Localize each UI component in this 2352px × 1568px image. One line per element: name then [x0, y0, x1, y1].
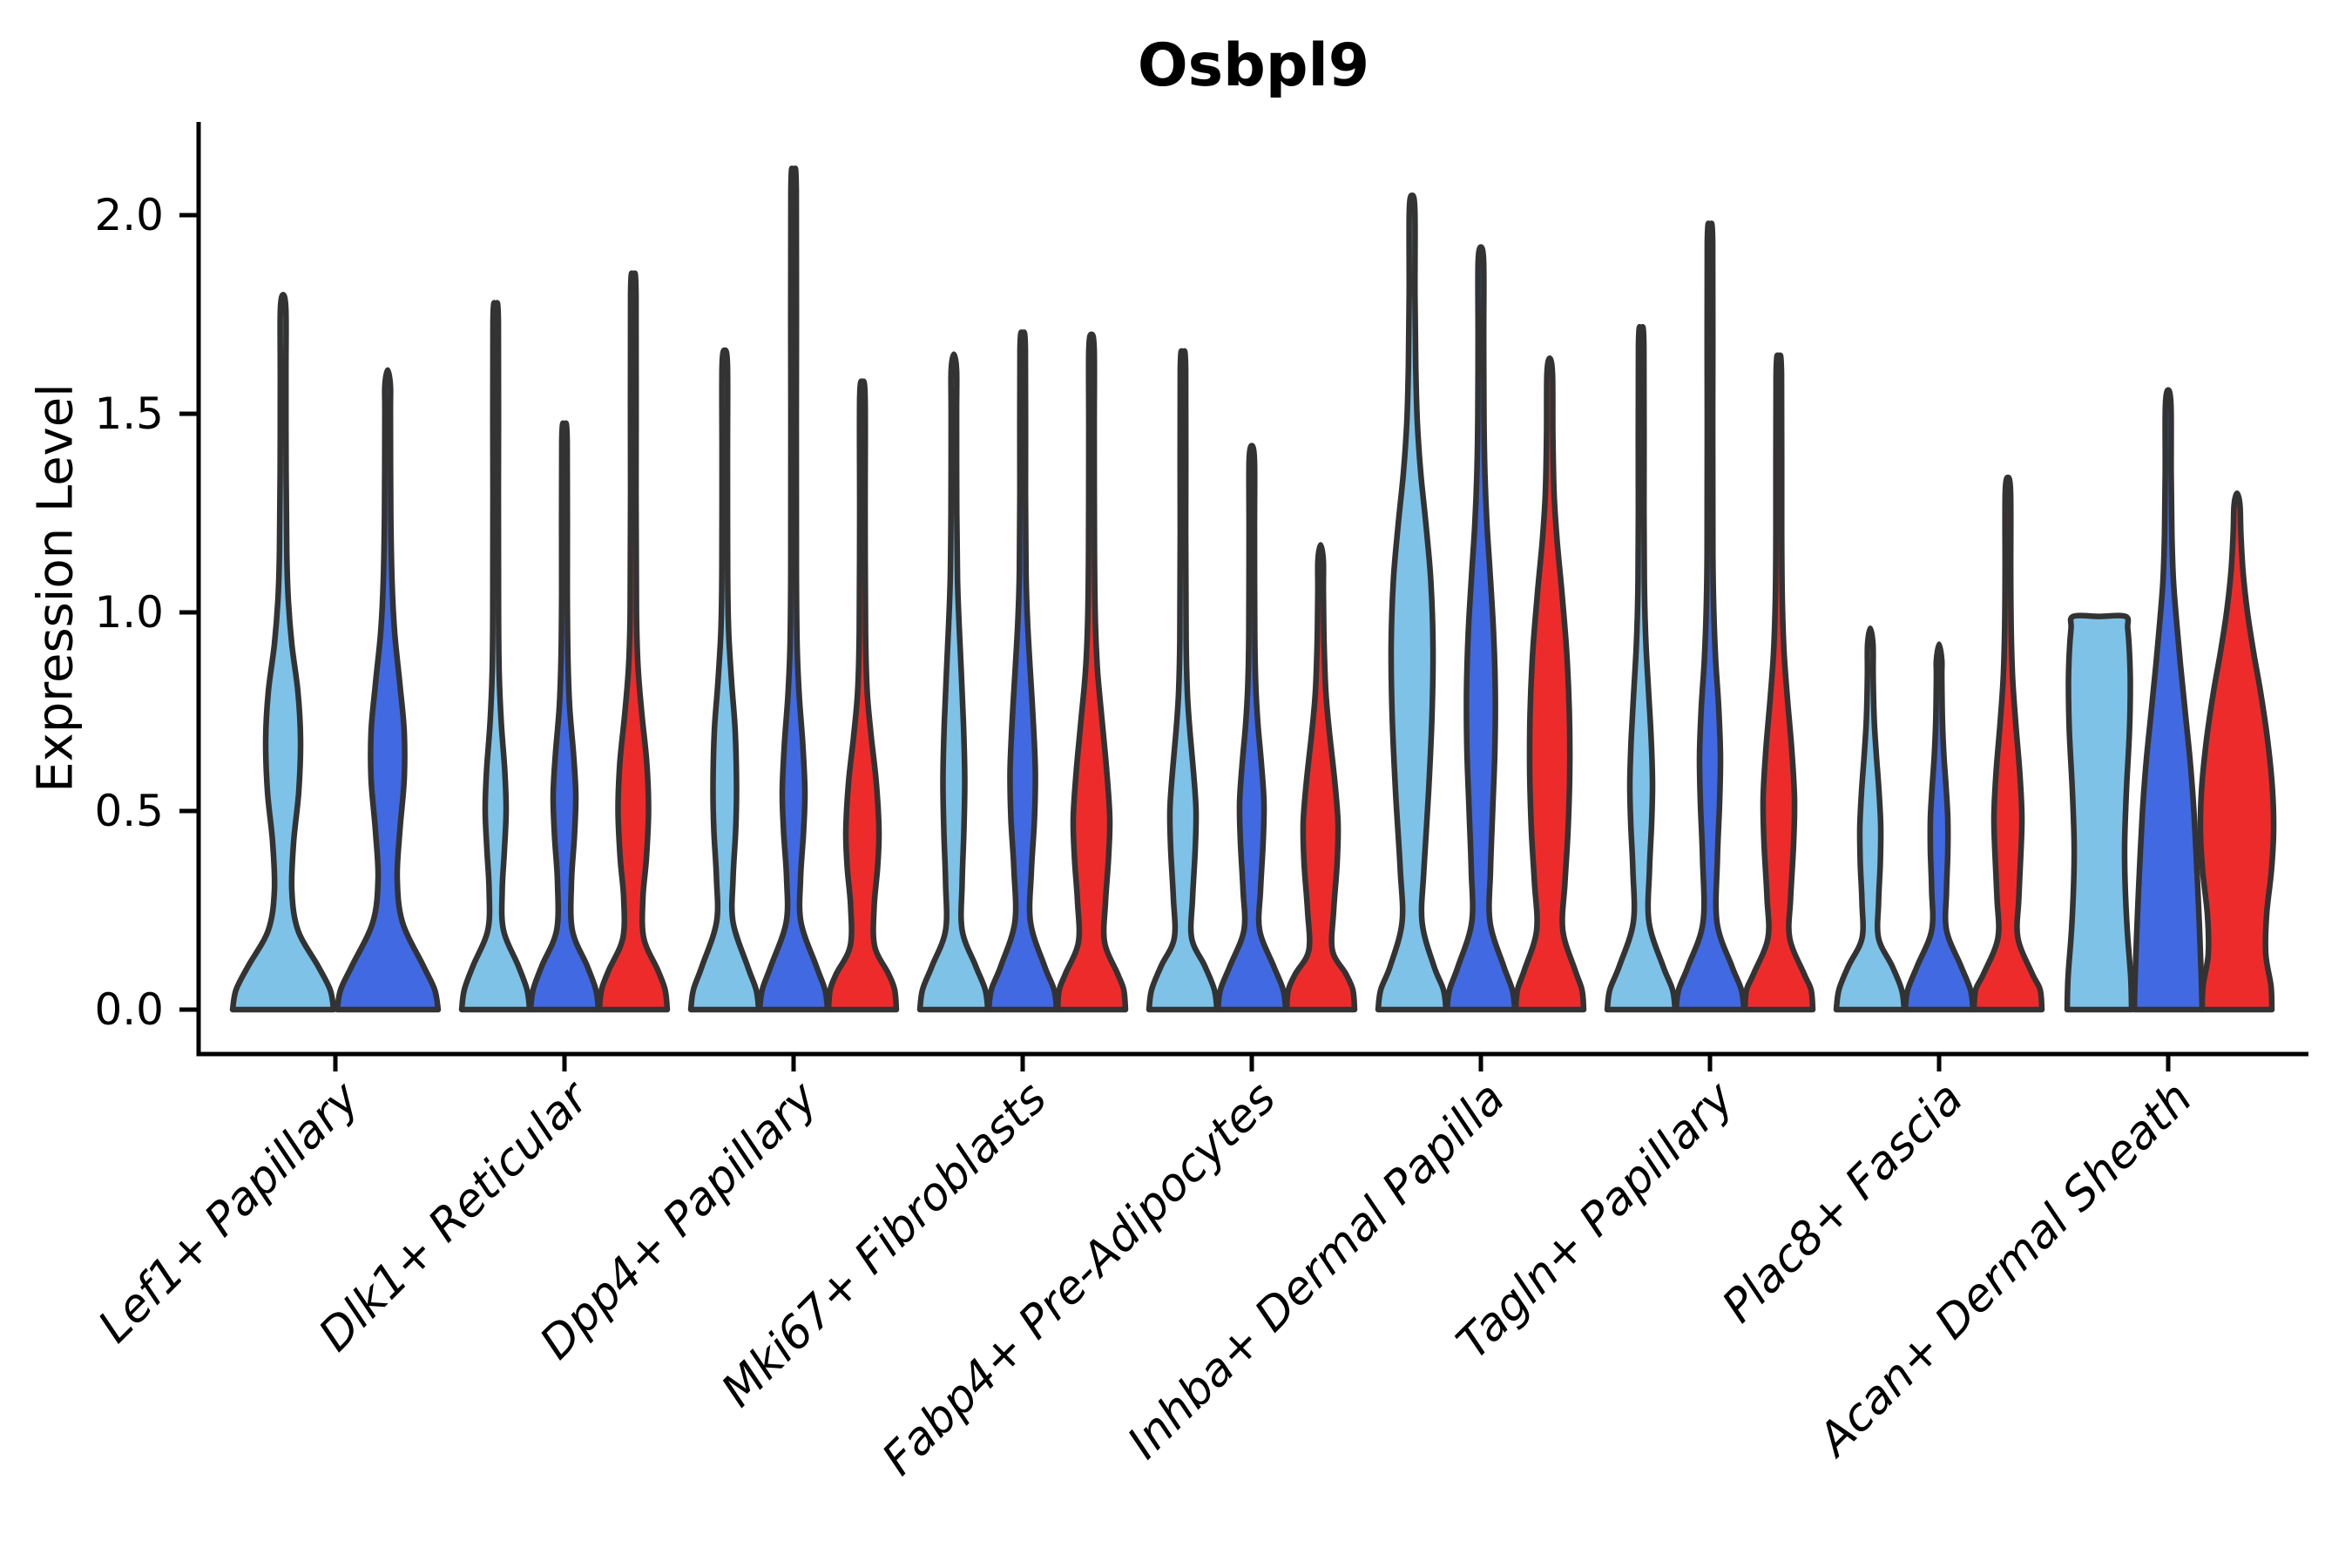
y-tick-label: 1.0	[94, 587, 164, 638]
violin-dark_blue	[527, 420, 602, 1013]
violin-light_blue	[229, 291, 337, 1013]
y-tick-label: 2.0	[94, 190, 164, 240]
violin-dark_blue	[334, 367, 442, 1013]
violin-dark_blue	[1673, 220, 1747, 1013]
violin-red	[1283, 542, 1358, 1013]
x-tick-label: Acan+ Dermal Sheath	[1807, 1072, 2202, 1468]
y-tick-label: 1.5	[94, 389, 164, 439]
y-tick-label: 0.0	[94, 984, 164, 1035]
violin-red	[825, 378, 900, 1013]
violin-dark_blue	[1443, 244, 1518, 1013]
violin-light_blue	[916, 351, 991, 1013]
violin-light_blue	[1375, 192, 1450, 1013]
violin-red	[2197, 490, 2277, 1013]
x-tick-label: Fabp4+ Pre-Adipocytes	[873, 1072, 1287, 1486]
violin-dark_blue	[1214, 443, 1289, 1013]
violin-dark_blue	[756, 165, 831, 1013]
violin-red	[596, 270, 671, 1013]
violin-light_blue	[1833, 625, 1908, 1013]
violin-light_blue	[2064, 612, 2135, 1013]
violin-dark_blue	[1902, 641, 1977, 1013]
violin-red	[1512, 355, 1587, 1013]
violin-red	[1970, 474, 2045, 1013]
violin-red	[1741, 352, 1816, 1013]
violin-light_blue	[687, 347, 762, 1013]
violin-red	[1054, 331, 1129, 1013]
y-tick-label: 0.5	[94, 786, 164, 836]
violin-dark_blue	[2131, 387, 2206, 1013]
violin-light_blue	[458, 300, 533, 1013]
violin-light_blue	[1146, 348, 1220, 1013]
x-tick-label: Plac8+ Fascia	[1713, 1072, 1973, 1333]
violin-dark_blue	[985, 329, 1060, 1013]
chart-title: Osbpl9	[1137, 31, 1370, 100]
violin-light_blue	[1604, 323, 1679, 1013]
x-tick-label: Inhba+ Dermal Papilla	[1118, 1072, 1515, 1470]
